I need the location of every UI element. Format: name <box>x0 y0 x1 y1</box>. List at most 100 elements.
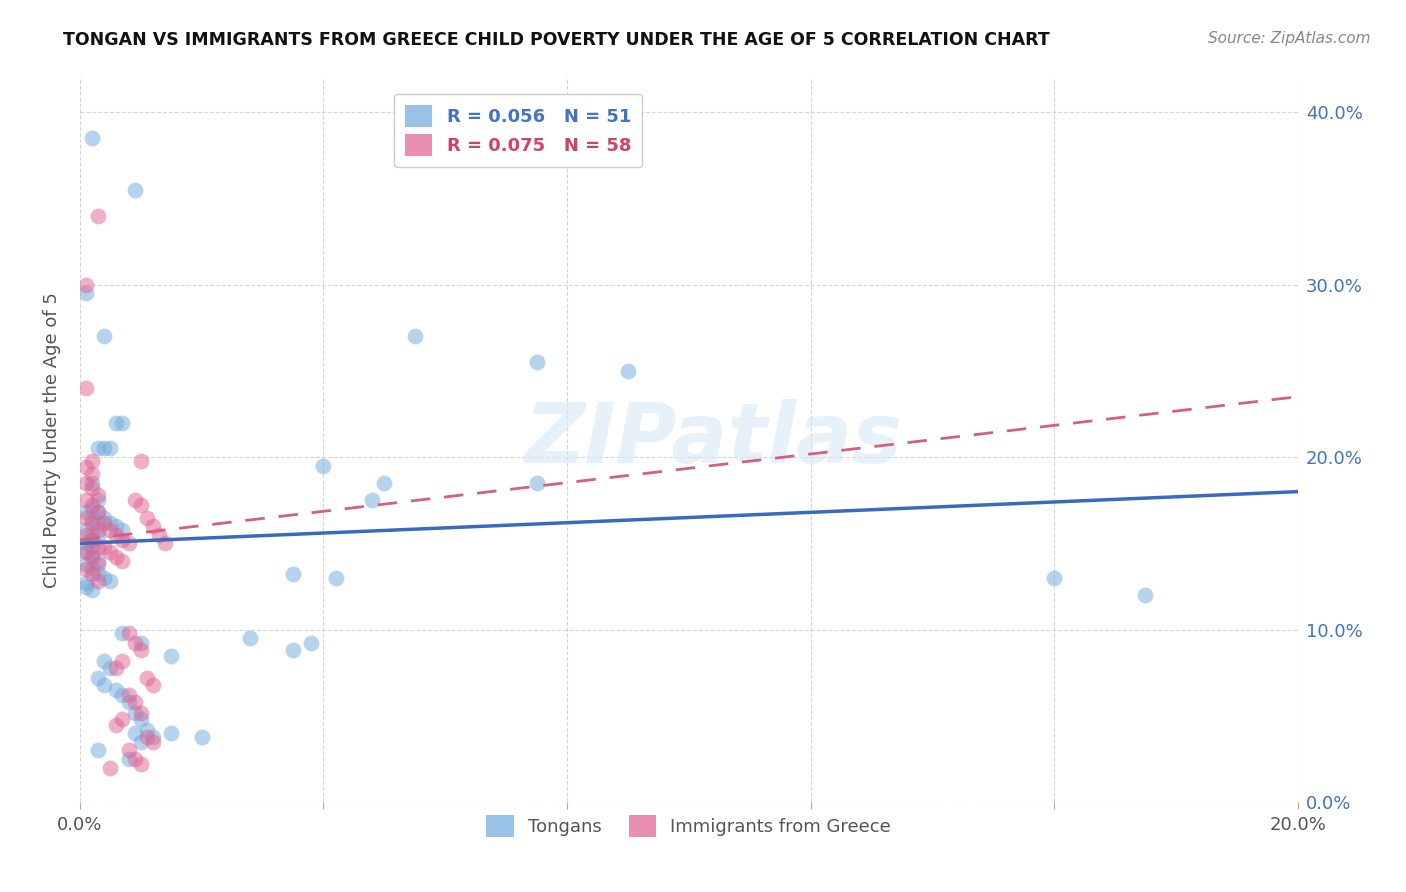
Point <box>361 493 384 508</box>
Point <box>129 453 152 467</box>
Point <box>129 636 152 650</box>
Point <box>75 545 97 559</box>
Point <box>98 574 121 589</box>
Point <box>111 533 134 547</box>
Point <box>105 683 128 698</box>
Point <box>93 571 115 585</box>
Point <box>87 540 110 554</box>
Point <box>404 329 426 343</box>
Point <box>80 560 103 574</box>
Point <box>239 632 262 646</box>
Point <box>148 528 170 542</box>
Point <box>80 516 103 530</box>
Point <box>142 678 165 692</box>
Point <box>87 528 110 542</box>
Point <box>75 576 97 591</box>
Point <box>111 654 134 668</box>
Point <box>105 519 128 533</box>
Point <box>124 726 146 740</box>
Point <box>105 528 128 542</box>
Point <box>75 562 97 576</box>
Point <box>1135 588 1157 602</box>
Point <box>87 516 110 530</box>
Point <box>124 706 146 720</box>
Point <box>80 510 103 524</box>
Point <box>117 752 139 766</box>
Point <box>105 550 128 565</box>
Point <box>160 648 183 663</box>
Point <box>75 286 97 301</box>
Point <box>80 550 103 565</box>
Point <box>526 355 548 369</box>
Point <box>135 671 157 685</box>
Point <box>93 678 115 692</box>
Point <box>87 505 110 519</box>
Point <box>87 523 110 537</box>
Point <box>80 533 103 547</box>
Point <box>98 761 121 775</box>
Point <box>80 453 103 467</box>
Point <box>93 442 115 456</box>
Point <box>312 458 335 473</box>
Point <box>87 209 110 223</box>
Point <box>75 493 97 508</box>
Text: TONGAN VS IMMIGRANTS FROM GREECE CHILD POVERTY UNDER THE AGE OF 5 CORRELATION CH: TONGAN VS IMMIGRANTS FROM GREECE CHILD P… <box>63 31 1050 49</box>
Point <box>129 643 152 657</box>
Point <box>105 717 128 731</box>
Point <box>129 713 152 727</box>
Point <box>373 475 395 490</box>
Y-axis label: Child Poverty Under the Age of 5: Child Poverty Under the Age of 5 <box>44 292 60 588</box>
Point <box>117 695 139 709</box>
Point <box>75 277 97 292</box>
Point <box>1043 571 1066 585</box>
Point <box>75 557 97 571</box>
Point <box>75 381 97 395</box>
Point <box>111 554 134 568</box>
Point <box>93 329 115 343</box>
Point <box>80 533 103 547</box>
Point <box>75 528 97 542</box>
Point <box>124 695 146 709</box>
Point <box>93 540 115 554</box>
Point <box>98 660 121 674</box>
Point <box>117 743 139 757</box>
Point <box>80 549 103 563</box>
Point <box>75 545 97 559</box>
Point <box>80 475 103 490</box>
Point <box>75 536 97 550</box>
Point <box>80 481 103 495</box>
Point <box>87 671 110 685</box>
Point <box>124 183 146 197</box>
Point <box>87 442 110 456</box>
Point <box>75 510 97 524</box>
Point <box>135 723 157 737</box>
Point <box>75 580 97 594</box>
Point <box>80 131 103 145</box>
Point <box>129 735 152 749</box>
Point <box>190 730 212 744</box>
Point <box>124 493 146 508</box>
Point <box>75 475 97 490</box>
Point <box>75 460 97 475</box>
Point <box>93 654 115 668</box>
Point <box>111 416 134 430</box>
Point <box>617 364 640 378</box>
Point <box>87 743 110 757</box>
Point <box>75 505 97 519</box>
Point <box>87 574 110 589</box>
Point <box>87 557 110 571</box>
Point <box>93 516 115 530</box>
Point <box>142 735 165 749</box>
Point <box>124 636 146 650</box>
Point <box>281 567 304 582</box>
Point <box>281 643 304 657</box>
Point <box>93 510 115 524</box>
Point <box>153 536 176 550</box>
Point <box>299 636 322 650</box>
Text: ZIPatlas: ZIPatlas <box>524 400 903 481</box>
Point <box>75 523 97 537</box>
Point <box>111 688 134 702</box>
Legend: Tongans, Immigrants from Greece: Tongans, Immigrants from Greece <box>479 807 898 844</box>
Point <box>87 493 110 508</box>
Point <box>80 526 103 541</box>
